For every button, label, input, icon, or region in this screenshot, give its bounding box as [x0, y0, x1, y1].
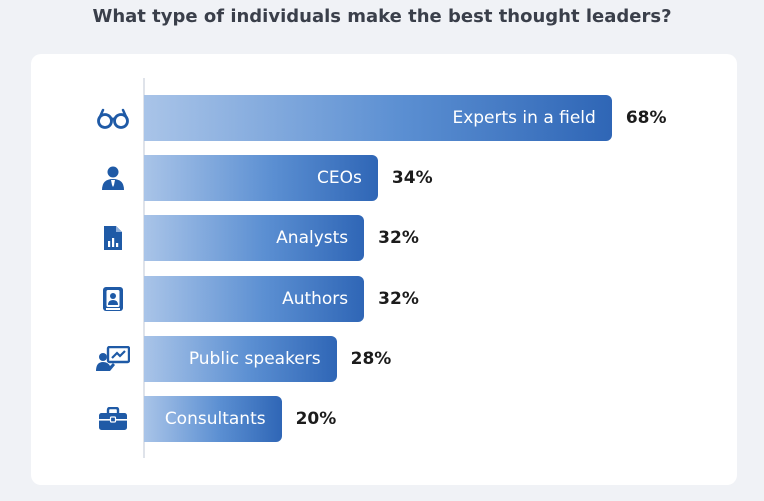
briefcase-icon [95, 406, 131, 432]
bar-row: CEOs 34% [0, 155, 764, 202]
category-label: Authors [282, 288, 349, 309]
category-label: Analysts [276, 228, 349, 249]
bar: Public speakers [144, 335, 337, 382]
bar-row: Public speakers 28% [0, 335, 764, 382]
value-label: 32% [378, 228, 419, 249]
bar-row: Experts in a field 68% [0, 95, 764, 141]
ceo-icon [95, 165, 131, 191]
bar: Experts in a field [144, 95, 612, 141]
category-label: CEOs [317, 168, 362, 189]
glasses-icon [95, 105, 131, 131]
category-label: Experts in a field [452, 108, 596, 128]
presenter-icon [95, 345, 131, 372]
bar: Analysts [144, 215, 365, 262]
y-axis-line [143, 78, 145, 458]
category-label: Public speakers [188, 348, 321, 369]
category-label: Consultants [164, 409, 266, 429]
value-label: 28% [350, 348, 392, 369]
value-label: 68% [625, 108, 667, 128]
value-label: 20% [295, 409, 337, 429]
chart-title: What type of individuals make the best t… [92, 6, 672, 27]
author-icon [95, 286, 131, 312]
bar-row: Analysts 32% [0, 215, 764, 262]
bar: Authors [144, 275, 365, 322]
value-label: 34% [391, 168, 433, 189]
bar: CEOs [144, 155, 378, 202]
bar-row: Consultants 20% [0, 396, 764, 442]
report-icon [95, 225, 131, 251]
bar: Consultants [144, 396, 282, 442]
bar-row: Authors 32% [0, 275, 764, 322]
value-label: 32% [378, 288, 419, 309]
